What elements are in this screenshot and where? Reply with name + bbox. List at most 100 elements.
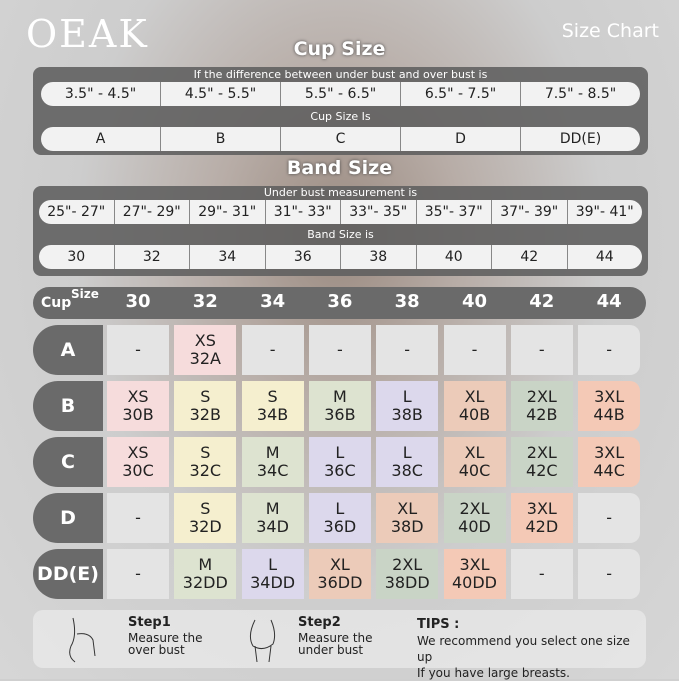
step1-title: Step1 [128,615,171,630]
size-label: - [606,564,612,583]
band-range-cell: 27"- 29" [113,200,190,224]
cup-letter-cell: D [400,127,520,151]
size-label: M [265,499,280,518]
bra-size-code: 44C [593,461,625,480]
size-cell: L 38B [376,381,439,431]
band-range-cell: 37"- 39" [491,200,567,224]
band-range-cell: 35"- 37" [415,200,492,224]
size-label: L [268,555,278,574]
band-number-cell: 36 [264,245,341,269]
cup-range-row: 3.5" - 4.5" 4.5" - 5.5" 5.5" - 6.5" 6.5" - … [41,82,640,106]
size-label: L [402,387,412,406]
size-label: M [265,443,280,462]
page-title: Size Chart [561,20,659,42]
step2-title: Step2 [298,615,341,630]
band-number-cell: 38 [340,245,416,269]
bra-size-code: 42C [526,461,558,480]
size-label: 3XL [594,387,625,406]
size-cell: - [510,325,573,375]
size-cell: XL 40B [443,381,506,431]
corner-cup: Cup [41,295,72,311]
cup-range-cell: 7.5" - 8.5" [520,82,640,106]
size-cell: 3XL 44C [578,437,641,487]
size-label: - [269,340,276,359]
size-cell: L 38C [376,437,439,487]
under-bust-figure-icon [249,619,276,663]
bra-size-code: 40DD [452,573,497,592]
size-label: - [538,340,545,359]
band-range-cell: 25"- 27" [47,204,106,220]
bra-size-code: 32A [189,349,221,368]
size-cell: S 34B [241,381,304,431]
tips-block: TIPS : We recommend you select one size u… [417,616,646,681]
size-cell: - [107,325,169,375]
measurement-tips: Step1 Measure the over bust Step2 Measure … [33,610,646,680]
band-column-header: 40 [461,291,488,312]
cup-range-cell: 5.5" - 6.5" [280,82,400,106]
size-cell: M 32DD [174,549,237,599]
size-label: 2XL [526,387,557,406]
bra-size-code: 38DD [384,573,430,592]
size-cell: S 32B [174,381,237,431]
size-label: 2XL [392,555,423,574]
bra-size-code: 42D [525,517,559,536]
size-cell: - [510,549,573,599]
bra-size-code: 34D [256,517,289,536]
size-cell: 3XL 44B [578,381,641,431]
corner-size: Size [71,287,99,301]
size-cell: - [107,549,169,599]
cup-letter-cell: DD(E) [520,127,640,151]
size-cell: XL 36DD [308,549,371,599]
cup-label: Cup Size Is [310,110,371,123]
band-number-cell: 30 [67,249,86,265]
cup-range-cell: 3.5" - 4.5" [64,86,137,102]
step1: Step1 Measure the over bust [128,616,208,656]
size-label: XS [127,443,149,462]
size-cell: XS 30C [107,437,169,487]
size-label: S [200,499,211,518]
bra-size-code: 38B [391,405,423,424]
step2: Step2 Measure the under bust [298,616,378,656]
cup-row-header: B [33,381,103,431]
bra-size-code: 34DD [250,573,296,592]
bra-size-code: 40B [458,405,491,424]
size-label: S [200,387,211,406]
cup-range-cell: 4.5" - 5.5" [160,82,280,106]
brand-logo: OEAK [26,12,149,56]
size-label: - [606,340,612,359]
bra-size-code: 32C [189,461,222,480]
size-cell: L 36C [308,437,371,487]
size-label: 3XL [459,555,490,574]
cup-letter-cell: A [95,131,106,147]
cup-size-heading: Cup Size [293,38,386,60]
size-label: 3XL [526,499,557,518]
size-cell: XS 30B [107,381,169,431]
size-cell: M 34D [241,493,304,543]
size-cell: 2XL 38DD [376,549,439,599]
size-label: S [267,387,278,406]
size-label: XL [464,443,485,462]
bra-size-code: 40D [458,517,491,536]
bra-size-code: 40C [458,461,491,480]
cup-row-header: A [33,325,103,375]
band-range-cell: 29"- 31" [189,200,265,224]
grid-header: Cup Size [33,287,646,319]
band-number-cell: 42 [491,245,567,269]
bra-size-code: 32D [188,517,222,536]
bra-size-code: 36DD [317,573,363,592]
bra-size-code: 36B [324,405,356,424]
band-column-header: 32 [192,291,218,312]
tips-line2: If you have large breasts. [417,666,570,680]
bra-size-code: 38C [391,461,423,480]
cup-letter-cell: B [160,127,280,151]
bra-size-code: 30B [122,405,154,424]
band-number-cell: 40 [415,245,492,269]
band-number-cell: 32 [113,245,190,269]
under-label: Under bust measurement is [263,186,418,199]
tips-title: TIPS : [417,617,460,632]
band-column-header: 36 [327,291,353,312]
band-column-header: 42 [529,291,555,312]
band-range-cell: 39"- 41" [566,200,643,224]
size-label: XS [194,331,216,350]
bra-size-code: 36C [324,461,356,480]
